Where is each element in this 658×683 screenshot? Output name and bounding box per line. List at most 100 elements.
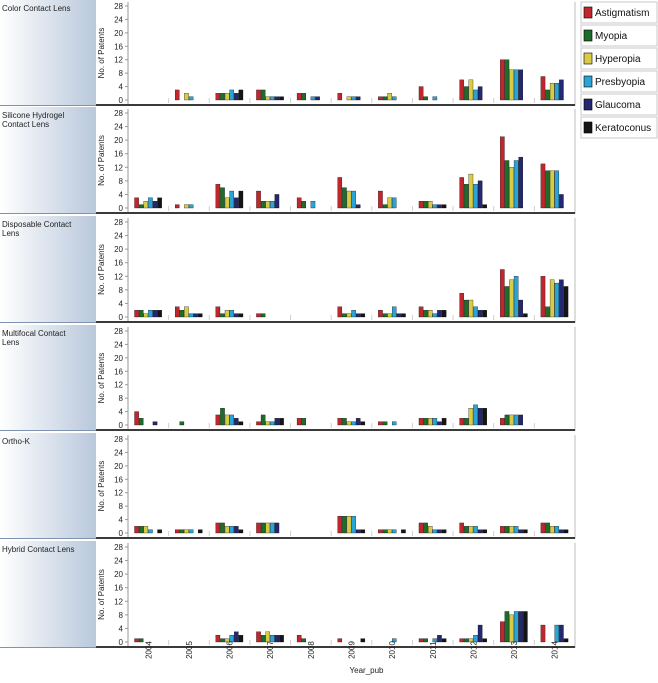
bar-myopia-2007 [260,522,266,534]
bar-presbyopia-2014 [554,526,560,534]
bar-presbyopia-2009 [351,516,356,534]
bar-keratoconus-2007 [279,96,284,101]
bar-presbyopia-2006 [229,310,234,318]
bar-myopia-2011 [423,522,428,534]
bar-hyperopia-2004 [143,201,149,209]
bar-myopia-2007 [260,414,266,426]
bar-astigmatism-2004 [134,638,139,643]
bar-hyperopia-2011 [428,201,433,209]
bar-hyperopia-2007 [265,201,270,209]
bar-glaucoma-2006 [234,93,239,101]
bar-presbyopia-2012 [473,526,478,534]
bar-hyperopia-2013 [509,69,514,101]
bar-presbyopia-2006 [229,635,234,643]
bar-presbyopia-2014 [554,83,560,101]
bar-myopia-2009 [342,313,347,318]
y-tick-label: 8 [119,502,124,511]
bar-hyperopia-2013 [509,526,514,534]
bar-glaucoma-2014 [559,529,564,534]
bar-myopia-2006 [220,313,225,318]
panel-strip [0,0,96,106]
bar-glaucoma-2009 [355,96,361,101]
bar-glaucoma-2011 [437,635,442,643]
bar-glaucoma-2012 [477,408,483,426]
bar-myopia-2014 [545,89,550,101]
legend-item-box[interactable] [580,1,658,24]
panel-label-line: Disposable Contact [2,220,72,229]
legend-item-box[interactable] [580,47,658,70]
legend-item-box[interactable] [580,93,658,116]
y-tick-label: 24 [114,123,123,132]
bar-presbyopia-2012 [473,184,478,209]
bar-presbyopia-2011 [432,96,438,101]
bar-presbyopia-2009 [351,421,356,426]
bar-glaucoma-2014 [559,279,564,318]
bar-keratoconus-2004 [157,529,162,534]
bar-astigmatism-2010 [378,190,383,209]
bar-astigmatism-2014 [540,276,546,318]
bar-hyperopia-2007 [265,522,270,534]
y-tick-label: 24 [114,232,123,241]
bar-astigmatism-2010 [378,96,383,101]
bar-keratoconus-2014 [563,638,569,643]
bar-presbyopia-2004 [148,310,153,318]
bar-astigmatism-2012 [459,293,464,318]
bar-keratoconus-2006 [238,89,244,101]
panel-label: Multifocal Contact Lens [2,329,66,347]
bar-keratoconus-2010 [401,529,406,534]
bar-astigmatism-2009 [337,418,343,426]
legend-label: Keratoconus [595,123,651,134]
bar-keratoconus-2004 [157,197,162,209]
bar-glaucoma-2013 [518,529,524,534]
bar-hyperopia-2009 [346,421,352,426]
bar-myopia-2010 [382,204,388,209]
x-axis-title: Year_pub [350,666,385,675]
bar-presbyopia-2008 [310,96,316,101]
y-tick-label: 16 [114,584,123,593]
bar-presbyopia-2010 [391,529,397,534]
bar-presbyopia-2013 [513,414,519,426]
bar-hyperopia-2010 [387,197,392,209]
bar-astigmatism-2011 [418,522,424,534]
bar-glaucoma-2014 [559,194,564,209]
panel-label: Ortho-K [2,437,31,446]
legend-item-box[interactable] [580,24,658,47]
legend-label: Presbyopia [595,77,645,88]
y-tick-label: 0 [119,529,124,538]
bar-myopia-2012 [464,299,469,318]
legend-swatch [583,98,593,111]
bar-keratoconus-2012 [482,204,487,209]
panel-label-line: Lens [2,229,19,238]
bar-presbyopia-2013 [513,611,519,643]
bar-hyperopia-2007 [265,631,270,643]
bar-astigmatism-2013 [500,418,505,426]
bar-presbyopia-2013 [513,160,519,209]
bar-glaucoma-2006 [234,631,239,643]
y-tick-label: 12 [114,272,123,281]
y-tick-label: 20 [114,245,123,254]
legend-item-box[interactable] [580,70,658,93]
bar-glaucoma-2007 [274,194,280,209]
bar-myopia-2007 [260,313,266,318]
panel-1: Silicone Hydrogel Contact Lens 0 4 8 12 16 20 24… [0,107,576,214]
bar-myopia-2012 [464,526,469,534]
bar-glaucoma-2004 [152,421,158,426]
bar-astigmatism-2011 [418,418,424,426]
bar-myopia-2008 [301,93,307,101]
y-axis-title: No. of Patents [97,353,106,404]
x-tick-label: 2007 [266,641,275,659]
bar-hyperopia-2009 [346,96,352,101]
bar-presbyopia-2014 [554,624,560,643]
panel-label: Disposable Contact Lens [2,220,72,238]
bar-myopia-2005 [179,310,185,318]
bar-presbyopia-2011 [432,418,438,426]
legend-item-box[interactable] [580,116,658,139]
bar-myopia-2009 [342,418,347,426]
bar-presbyopia-2011 [432,313,438,318]
y-tick-label: 28 [114,435,123,444]
x-tick-label: 2004 [144,641,153,659]
bar-astigmatism-2009 [337,177,343,209]
bar-astigmatism-2013 [500,59,505,101]
panel-strip [0,541,96,648]
bar-hyperopia-2005 [184,93,189,101]
